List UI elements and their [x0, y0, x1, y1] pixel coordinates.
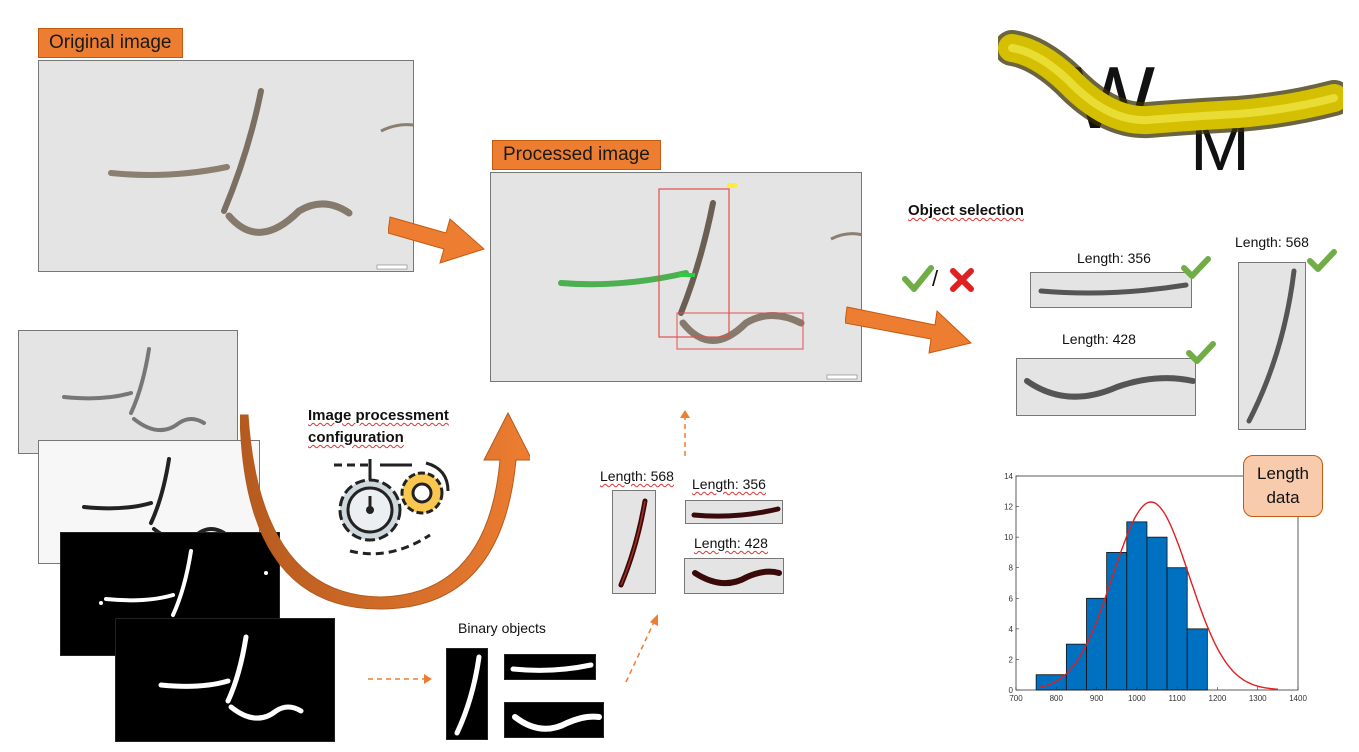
object-selection-label: Object selection — [908, 202, 1024, 219]
y-tick-label: 10 — [1004, 533, 1013, 542]
x-tick-label: 1200 — [1209, 694, 1227, 703]
selected-object-428 — [1016, 358, 1196, 416]
selected-object-568 — [1238, 262, 1306, 430]
selected-object-356 — [1030, 272, 1192, 308]
processed-worms — [558, 183, 861, 380]
x-tick-label: 900 — [1090, 694, 1104, 703]
arrow-original-to-processed — [388, 216, 485, 264]
selected-length-356: Length: 356 — [1077, 250, 1151, 266]
binary-objects-label: Binary objects — [458, 620, 546, 636]
histogram-bar — [1166, 567, 1188, 691]
dashed-arrow-binary-to-measured — [625, 614, 658, 683]
histogram-bar — [1146, 536, 1168, 691]
y-tick-label: 14 — [1004, 472, 1013, 481]
y-tick-label: 0 — [1009, 686, 1014, 695]
measured-length-356: Length: 356 — [692, 476, 766, 492]
histogram-bar — [1086, 597, 1108, 691]
original-worms — [108, 88, 413, 270]
x-tick-label: 1000 — [1128, 694, 1146, 703]
x-tick-label: 1400 — [1289, 694, 1307, 703]
selected-length-428: Length: 428 — [1062, 331, 1136, 347]
gears-icon — [334, 459, 450, 556]
dashed-arrow-measured-to-processed — [680, 410, 690, 456]
selection-slash: / — [932, 266, 939, 291]
check-icon — [1186, 341, 1216, 364]
processed-image-label: Processed image — [492, 140, 661, 170]
measured-length-568: Length: 568 — [600, 468, 674, 484]
curved-arrow-processing — [240, 411, 530, 610]
measured-object-428 — [684, 558, 784, 594]
dashed-arrow-to-binary — [368, 674, 432, 684]
y-tick-label: 8 — [1009, 564, 1014, 573]
length-data-label-line2: data — [1266, 488, 1300, 507]
histogram-bar — [1186, 628, 1208, 691]
histogram-bar — [1106, 552, 1128, 691]
arrow-processed-to-selection — [845, 306, 973, 354]
length-data-box: Length data — [1243, 455, 1323, 517]
x-tick-label: 1300 — [1249, 694, 1267, 703]
y-tick-label: 2 — [1009, 655, 1014, 664]
histogram-bar — [1126, 521, 1148, 691]
measured-object-356 — [685, 500, 783, 524]
binary-object-568 — [446, 648, 488, 740]
measured-object-568 — [612, 490, 656, 594]
y-tick-label: 12 — [1004, 503, 1013, 512]
selection-indicator: / — [900, 262, 980, 296]
image-processment-label-line1: Image processment — [308, 407, 449, 424]
check-icon — [1181, 256, 1211, 279]
x-tick-label: 800 — [1050, 694, 1064, 703]
stack-image-binary — [115, 618, 335, 742]
selected-length-568: Length: 568 — [1235, 234, 1309, 250]
original-image — [38, 60, 414, 272]
image-processment-label-line2: configuration — [308, 429, 404, 446]
binary-object-428 — [504, 702, 604, 738]
processed-image — [490, 172, 862, 382]
check-icon — [1307, 249, 1337, 272]
worm-logo-icon: W M — [998, 30, 1343, 175]
measured-length-428: Length: 428 — [694, 535, 768, 551]
length-data-label-line1: Length — [1257, 464, 1309, 483]
binary-object-356 — [504, 654, 596, 680]
cross-icon — [950, 268, 974, 292]
x-tick-label: 1100 — [1169, 694, 1187, 703]
y-tick-label: 4 — [1009, 625, 1014, 634]
x-tick-label: 700 — [1009, 694, 1023, 703]
stack-image-gray — [18, 330, 238, 454]
original-image-label: Original image — [38, 28, 183, 58]
check-icon — [902, 265, 934, 292]
fit-curve — [1040, 501, 1278, 690]
y-tick-label: 6 — [1009, 594, 1014, 603]
